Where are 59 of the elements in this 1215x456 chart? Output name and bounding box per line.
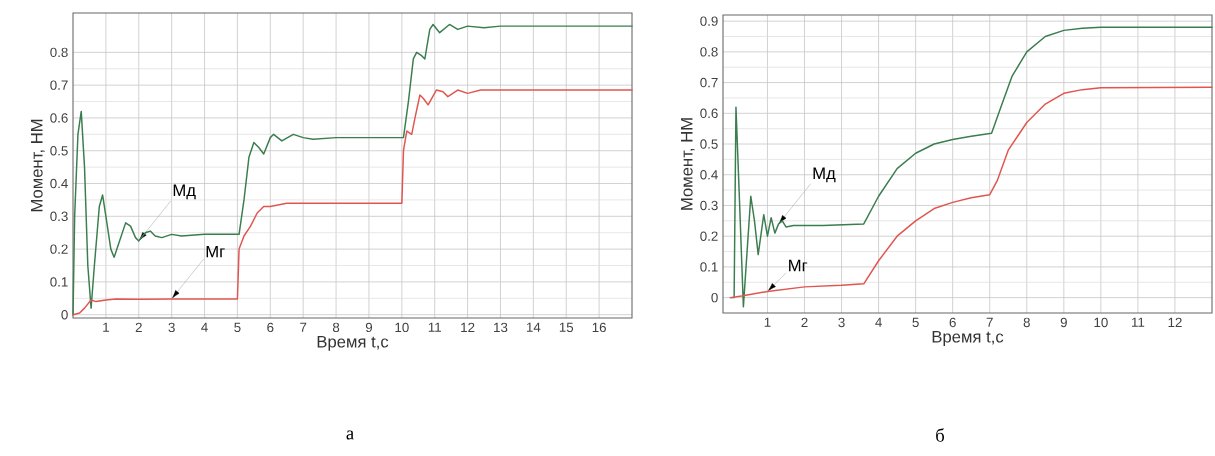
- y-tick-label: 0.5: [50, 146, 68, 156]
- x-tick-label: 8: [332, 322, 340, 333]
- x-tick-label: 3: [838, 317, 845, 328]
- y-tick-label: 0.5: [700, 139, 718, 149]
- y-tick-label: 0.3: [50, 211, 68, 222]
- y-tick-label: 0.8: [700, 47, 718, 57]
- x-tick-label: 4: [201, 322, 208, 332]
- y-tick-label: 0.3: [700, 200, 718, 211]
- x-tick-label: 12: [1168, 317, 1182, 328]
- x-tick-label: 14: [526, 322, 541, 332]
- y-tick-label: 0.2: [50, 244, 68, 254]
- text: а: [346, 430, 354, 440]
- x-tick-label: 7: [986, 317, 993, 327]
- x-tick-label: 2: [801, 317, 808, 328]
- text: Мд: [813, 167, 836, 183]
- x-tick-label: 6: [949, 317, 956, 328]
- x-tick-label: 10: [395, 322, 409, 333]
- y-tick-label: 0: [61, 309, 68, 320]
- x-axis-title: Время t,с: [317, 335, 389, 351]
- y-axis-title: Момент, НМ: [681, 118, 695, 210]
- x-axis-title: Время t,с: [932, 330, 1004, 346]
- y-tick-label: 0.9: [700, 16, 718, 26]
- text: Мд: [173, 184, 196, 200]
- y-tick-label: 0.1: [50, 277, 68, 287]
- x-tick-label: 4: [875, 317, 882, 327]
- x-tick-label: 12: [461, 322, 475, 332]
- series-label: Мг: [789, 259, 808, 272]
- x-tick-label: 9: [365, 322, 373, 333]
- x-tick-label: 5: [234, 322, 241, 332]
- x-tick-label: 8: [1023, 317, 1030, 328]
- y-tick-label: 0.6: [700, 108, 718, 119]
- y-tick-label: 0.1: [700, 262, 718, 272]
- y-tick-label: 0.7: [700, 77, 718, 88]
- x-tick-label: 15: [559, 322, 574, 332]
- series-label: Мг: [206, 245, 225, 258]
- y-tick-label: 0.2: [700, 231, 718, 241]
- text: б: [936, 428, 945, 442]
- x-tick-label: 11: [428, 322, 441, 332]
- x-tick-label: 2: [135, 322, 142, 332]
- y-tick-label: 0: [711, 292, 718, 303]
- y-axis-title: Момент, НМ: [31, 119, 45, 212]
- x-tick-label: 3: [168, 322, 175, 333]
- y-tick-label: 0.4: [700, 170, 718, 180]
- x-tick-label: 7: [300, 322, 307, 332]
- x-tick-label: 1: [764, 317, 771, 327]
- x-tick-label: 13: [494, 322, 508, 333]
- y-tick-label: 0.8: [50, 47, 68, 58]
- y-tick-label: 0.7: [50, 80, 68, 90]
- x-tick-label: 9: [1060, 317, 1067, 328]
- line-series: [729, 86, 1213, 299]
- x-tick-label: 11: [1132, 317, 1145, 327]
- x-tick-label: 10: [1094, 317, 1108, 328]
- x-tick-label: 1: [103, 322, 109, 332]
- y-tick-label: 0.6: [50, 113, 68, 123]
- line-series: [72, 23, 633, 316]
- x-tick-label: 6: [267, 322, 274, 333]
- x-tick-label: 5: [912, 317, 919, 327]
- y-tick-label: 0.4: [50, 178, 68, 189]
- x-tick-label: 16: [592, 322, 606, 333]
